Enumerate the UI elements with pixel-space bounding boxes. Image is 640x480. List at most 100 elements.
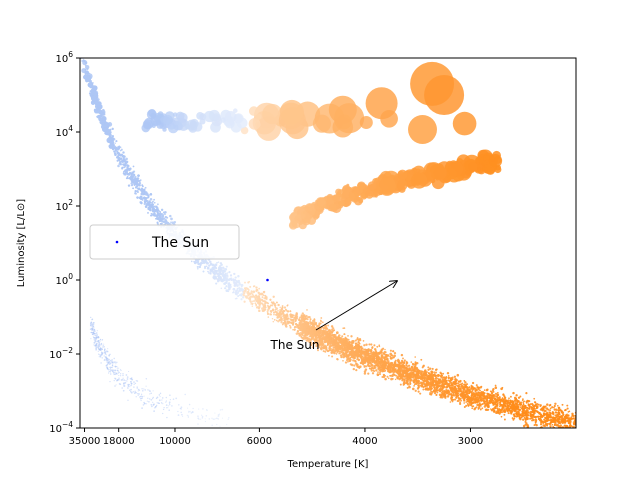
star-point: [122, 151, 125, 154]
star-point: [145, 200, 148, 203]
star-point: [282, 312, 285, 315]
star-point: [251, 305, 254, 307]
star-point: [299, 329, 302, 332]
star-point: [252, 285, 255, 288]
star-point: [237, 275, 240, 278]
star-point: [238, 294, 241, 297]
star-point: [223, 282, 226, 285]
star-point: [143, 196, 146, 198]
star-point: [250, 290, 253, 292]
star-point: [163, 211, 166, 214]
star-point: [289, 325, 292, 328]
star-point: [193, 261, 196, 264]
star-point: [124, 163, 127, 166]
star-point: [522, 403, 525, 406]
star-point: [123, 170, 125, 173]
star-point: [266, 301, 268, 304]
star-point: [102, 122, 105, 125]
star-point: [573, 431, 575, 433]
star-point: [282, 322, 285, 325]
star-point: [258, 309, 261, 313]
star-point: [277, 309, 279, 312]
star-point: [284, 321, 287, 324]
star-point: [227, 288, 231, 291]
star-point: [108, 144, 114, 149]
star-point: [132, 181, 135, 184]
star-point: [126, 176, 129, 178]
star-point: [447, 376, 450, 380]
star-point: [209, 260, 211, 263]
star-point: [282, 311, 284, 314]
star-point: [215, 271, 218, 274]
star-point: [169, 223, 171, 225]
star-point: [293, 326, 296, 329]
star-point: [500, 416, 503, 418]
star-point: [160, 222, 163, 225]
star-point: [222, 266, 225, 269]
star-point: [395, 374, 398, 377]
star-point: [522, 401, 525, 404]
star-point: [109, 131, 112, 134]
star-point: [142, 193, 145, 195]
star-point: [238, 286, 241, 289]
star-point: [540, 421, 543, 424]
star-point: [503, 396, 507, 400]
star-point: [409, 381, 411, 383]
star-point: [394, 378, 397, 381]
star-point: [220, 266, 223, 270]
star-point: [93, 108, 97, 112]
star-point: [147, 196, 150, 199]
star-point: [103, 114, 105, 116]
star-point: [217, 261, 220, 264]
star-point: [248, 289, 250, 291]
star-point: [569, 429, 571, 431]
star-point: [257, 300, 260, 303]
star-point: [234, 276, 237, 279]
star-point: [113, 153, 116, 155]
star-point: [230, 279, 233, 281]
star-point: [116, 159, 119, 162]
star-point: [281, 308, 283, 311]
star-point: [236, 284, 239, 287]
star-point: [214, 263, 218, 267]
star-point: [213, 264, 216, 267]
star-point: [136, 190, 139, 193]
star-point: [278, 315, 281, 318]
star-point: [105, 121, 108, 125]
star-point: [240, 298, 243, 301]
star-point: [255, 286, 258, 289]
star-point: [113, 150, 116, 153]
star-point: [132, 187, 134, 190]
star-point: [281, 304, 284, 307]
star-point: [98, 103, 102, 106]
star-point: [295, 312, 298, 315]
star-point: [292, 318, 295, 321]
star-point: [554, 416, 557, 420]
star-point: [155, 208, 157, 211]
star-point: [244, 281, 246, 284]
star-point: [264, 308, 267, 310]
star-point: [150, 213, 153, 215]
star-point: [197, 262, 200, 266]
star-point: [466, 402, 469, 405]
star-point: [258, 287, 261, 290]
star-point: [84, 64, 87, 67]
star-point: [164, 221, 167, 224]
star-point: [202, 270, 205, 273]
star-point: [501, 397, 504, 399]
star-point: [140, 195, 143, 198]
star-point: [286, 313, 289, 316]
star-point: [170, 217, 173, 221]
star-point: [152, 209, 155, 213]
star-point: [556, 430, 558, 432]
star-point: [99, 118, 102, 121]
star-point: [129, 167, 132, 170]
star-point: [298, 321, 301, 325]
star-point: [147, 211, 149, 214]
star-point: [96, 107, 99, 110]
star-point: [161, 214, 164, 218]
star-point: [234, 279, 237, 282]
star-point: [289, 314, 292, 318]
star-point: [153, 205, 155, 208]
star-point: [144, 205, 148, 208]
